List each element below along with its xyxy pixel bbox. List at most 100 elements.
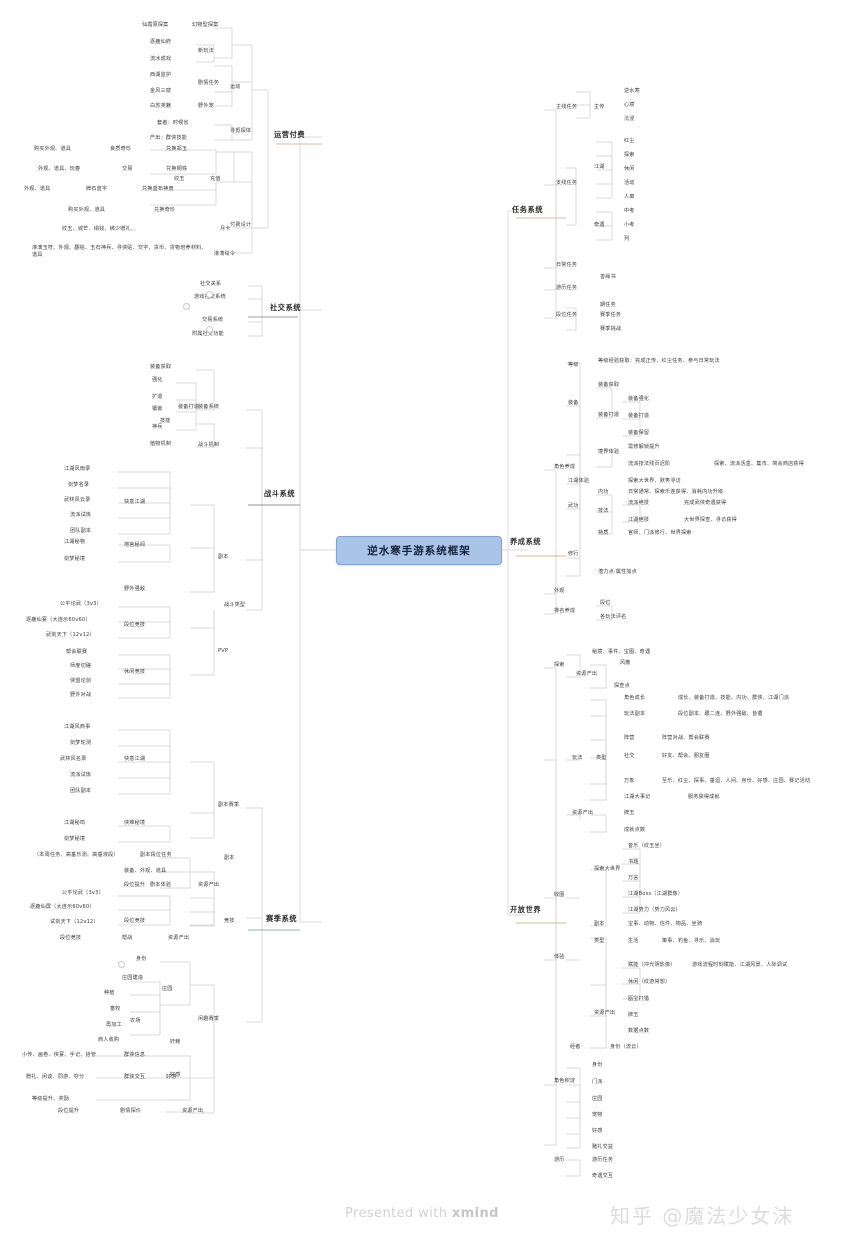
- payment-tier-3-left[interactable]: 购买外观、道具: [68, 207, 106, 213]
- task-side-jianghu-label[interactable]: 江湖: [594, 164, 605, 170]
- openworld-deposit-3[interactable]: 宠物: [592, 1112, 603, 1118]
- openworld-collect-world-3[interactable]: 江湖Boss（江湖群像）: [628, 891, 684, 897]
- combat-pvp-casual-3[interactable]: 野外对战: [70, 692, 92, 698]
- payment-tier-2-left[interactable]: 外观、道具: [24, 186, 51, 192]
- combat-pve-digong-label[interactable]: 地宫秘闻: [124, 542, 146, 548]
- openworld-play-type-5-name[interactable]: 江湖大事记: [624, 794, 651, 800]
- combat-pve-kuaiyi-label[interactable]: 快意江湖: [124, 499, 146, 505]
- combat-pve-label[interactable]: 副本: [218, 554, 229, 560]
- task-side-jianghu-1[interactable]: 探索: [624, 152, 635, 158]
- combat-pve-kuaiyi-0[interactable]: 江湖风雨录: [64, 466, 91, 472]
- combat-pve-kuaiyi-3[interactable]: 流派试炼: [70, 512, 92, 518]
- season-leisure-favor-label-2[interactable]: 好感: [166, 1074, 177, 1080]
- combat-pve-kuaiyi-4[interactable]: 团队副本: [70, 528, 92, 534]
- payment-activity-label[interactable]: 运动: [230, 84, 241, 90]
- task-rank-1[interactable]: 赛季挑战: [600, 326, 622, 332]
- season-dungeon-kuaiyi-4[interactable]: 团队副本: [70, 788, 92, 794]
- payment-node-g1-0[interactable]: 仙霞原探案: [142, 22, 169, 28]
- openworld-play-type-label[interactable]: 类型: [596, 755, 607, 761]
- season-leisure-market-0[interactable]: 庄园建造: [122, 975, 144, 981]
- season-battle-rank-1[interactable]: 逐鹿仙屏（大连示60v60）: [30, 904, 95, 910]
- season-dungeon-script-note[interactable]: （本周任务、高垂乐测、高垂液段）: [34, 852, 119, 858]
- openworld-explore-items[interactable]: 秘境、事件、宝图、奇遇: [592, 649, 651, 655]
- social-collapse-dot-2[interactable]: [206, 326, 213, 333]
- payment-tier-2-mid[interactable]: 牌石蓝字: [86, 186, 108, 192]
- growth-appearance-label[interactable]: 外观: [554, 588, 565, 594]
- task-main-label[interactable]: 主线任务: [556, 104, 578, 110]
- openworld-play-type-5-desc[interactable]: 服务获得成就: [688, 794, 720, 800]
- openworld-experience-life-name[interactable]: 生活: [628, 938, 639, 944]
- openworld-collect-world-4[interactable]: 江湖势力（势力风云）: [628, 907, 681, 913]
- season-dungeon-kuaiyi-2[interactable]: 武林风名录: [60, 756, 87, 762]
- openworld-play-type-2-name[interactable]: 阵营: [624, 735, 635, 741]
- combat-pve-kuaiyi-1[interactable]: 剑梦名录: [68, 482, 90, 488]
- growth-equip-craft-1[interactable]: 装备打造: [628, 413, 650, 419]
- payment-tier-0-right[interactable]: 兑换郑玉: [166, 146, 188, 152]
- task-side-jianghu-4[interactable]: 人离: [624, 194, 635, 200]
- combat-equipment-craft-0[interactable]: 强化: [152, 377, 163, 383]
- openworld-deposit-label[interactable]: 角色积淀: [554, 1078, 576, 1084]
- social-item-0[interactable]: 社交关系: [200, 281, 222, 287]
- combat-equipment-craft-3[interactable]: 神兵: [152, 424, 163, 430]
- task-side-qiyu-label[interactable]: 奇遇: [594, 222, 605, 228]
- openworld-collect-dungeon-desc[interactable]: 宝事、动物、信件、物品、坐骑: [628, 921, 703, 927]
- task-main-sub-label[interactable]: 主传: [594, 104, 605, 110]
- task-side-qiyu-1[interactable]: 小考: [624, 222, 635, 228]
- season-dungeon-mijing-1[interactable]: 剑梦秘境: [64, 836, 86, 842]
- openworld-deposit-2[interactable]: 庄园: [592, 1096, 603, 1102]
- openworld-collect-label[interactable]: 收图: [554, 892, 565, 898]
- season-battle-label[interactable]: 竞技: [224, 918, 235, 924]
- payment-node-g1-1[interactable]: 幻物型探案: [192, 22, 219, 28]
- growth-martial-trait-label[interactable]: 特质: [598, 530, 609, 536]
- combat-mechanic-label[interactable]: 战斗机制: [198, 442, 220, 448]
- payment-tier-label-jade[interactable]: 纹玉: [174, 176, 185, 182]
- season-battle-sub-0[interactable]: 段位竞技: [60, 935, 82, 941]
- openworld-explore-label[interactable]: 探索: [554, 662, 565, 668]
- payment-tier-0-mid[interactable]: 良质奇珍: [110, 146, 132, 152]
- openworld-experience-event-desc[interactable]: 游戏流程时刻赋能、江湖风景、人际调试: [692, 962, 788, 968]
- season-dungeon-reward-0[interactable]: 装备、外观、道具: [124, 868, 167, 874]
- season-leisure-label[interactable]: 闲趣赛季: [198, 1016, 220, 1022]
- openworld-explore-reward-label[interactable]: 资源产出: [576, 671, 598, 677]
- task-side-label[interactable]: 支线任务: [556, 180, 578, 186]
- season-dungeon-kuaiyi-0[interactable]: 江湖风商事: [64, 724, 91, 730]
- combat-equipment-craft-1[interactable]: 扩造: [152, 394, 163, 400]
- social-collapse-dot-1[interactable]: [183, 303, 190, 310]
- combat-pvp-rank-label[interactable]: 段位竞技: [124, 622, 146, 628]
- openworld-travel-label[interactable]: 游历: [554, 1157, 565, 1163]
- season-dungeon-kuaiyi-1[interactable]: 剑梦轮测: [70, 740, 92, 746]
- payment-node-g4-label[interactable]: 寻觅探体: [230, 128, 252, 134]
- branch-label-openworld[interactable]: 开放世界: [510, 905, 542, 914]
- payment-tier-2-right[interactable]: 兑换蓝布神册: [142, 186, 174, 192]
- season-leisure-favor-label[interactable]: 好感: [170, 1072, 181, 1078]
- growth-level-desc[interactable]: 等级经验获取：完成正传、红尘任务、参与日常玩法: [598, 358, 720, 364]
- payment-node-g3-2[interactable]: 白苏芙魅: [150, 103, 172, 109]
- combat-pvp-casual-0[interactable]: 帮会联赛: [66, 649, 88, 655]
- season-leisure-market-1[interactable]: 种植: [104, 990, 115, 996]
- openworld-play-reward-1[interactable]: 成就点数: [624, 827, 646, 833]
- payment-tier-1-mid[interactable]: 交易: [122, 166, 133, 172]
- social-collapse-dot-0[interactable]: [206, 291, 213, 298]
- openworld-play-reward-0[interactable]: 牌玉: [624, 810, 635, 816]
- task-main-2[interactable]: 沉浸: [624, 116, 635, 122]
- payment-node-g4-0[interactable]: 套者：时候省: [157, 120, 189, 126]
- task-side-jianghu-2[interactable]: 休闲: [624, 166, 635, 172]
- task-daily-item[interactable]: 善缘书: [600, 274, 616, 280]
- season-leisure-market-2[interactable]: 畜牧: [110, 1006, 121, 1012]
- combat-type-label[interactable]: 战斗类型: [224, 602, 246, 608]
- openworld-play-type-3-desc[interactable]: 好友、帮会、朋友圈: [662, 753, 710, 759]
- growth-martial-skill-0-desc[interactable]: 完成武侠奇遇获得: [684, 500, 727, 506]
- season-leisure-favor-items-0[interactable]: 小传、画卷、侠宴、手记、拾管: [22, 1052, 97, 1058]
- openworld-play-type-0-desc[interactable]: 成长、装备打造、技能、内功、群侠、江湖门派: [678, 695, 790, 701]
- branch-label-combat[interactable]: 战斗系统: [264, 489, 296, 498]
- openworld-experience-game-1[interactable]: 牌玉: [628, 1012, 639, 1018]
- openworld-explore-reward-1[interactable]: 探查点: [614, 683, 630, 689]
- payment-node-g3b[interactable]: 野外宠: [198, 103, 214, 109]
- growth-realm-label[interactable]: 境界体验: [598, 449, 620, 455]
- combat-pvp-casual-1[interactable]: 师度切磋: [70, 663, 92, 669]
- growth-jianghu-label[interactable]: 江湖体验: [568, 478, 590, 484]
- payment-monthly-items[interactable]: 纹玉、城芒、绢钱、绑少赠礼、: [62, 226, 137, 232]
- task-main-1[interactable]: 心境: [624, 102, 635, 108]
- combat-pvp-rank-2[interactable]: 武剑天下（12v12）: [46, 632, 95, 638]
- openworld-experience-label[interactable]: 体验: [554, 954, 565, 960]
